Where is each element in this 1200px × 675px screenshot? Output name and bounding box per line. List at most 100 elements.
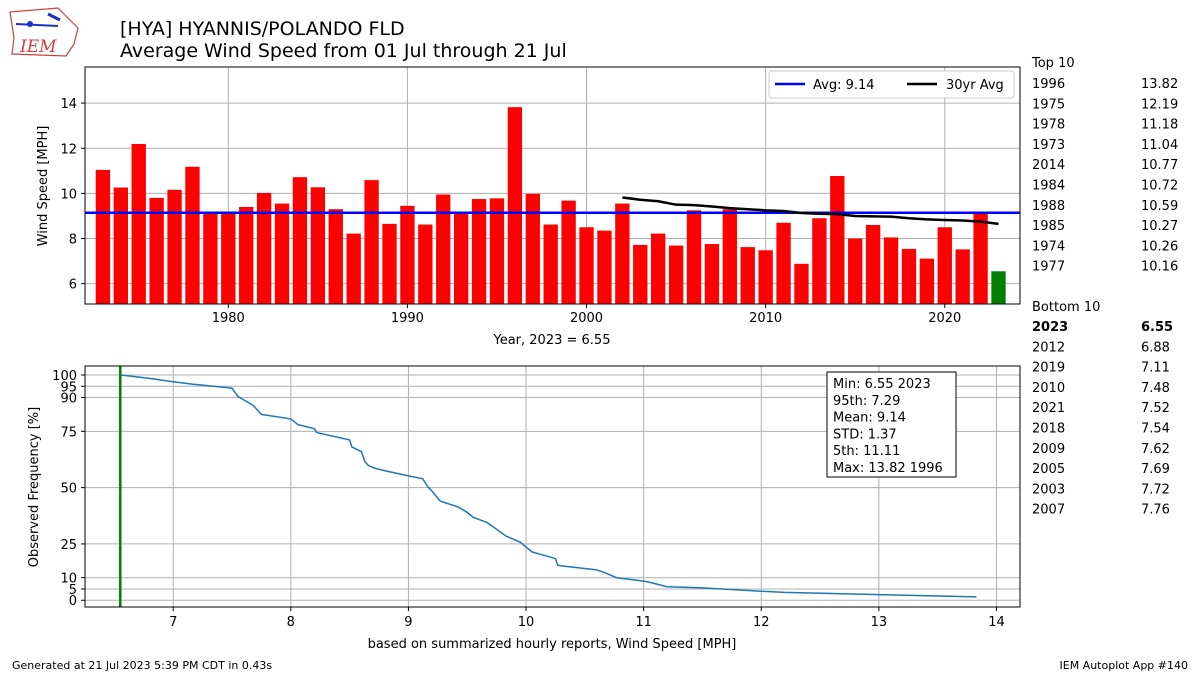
statistics-frame <box>826 371 957 478</box>
bar-1977 <box>167 189 182 304</box>
bottom-x-tick-label: 10 <box>518 615 535 630</box>
rank-year: 2005 <box>1032 462 1065 477</box>
footer-app: IEM Autoplot App #140 <box>1060 659 1189 672</box>
rank-value: 7.11 <box>1141 361 1170 376</box>
bar-1991 <box>418 224 433 304</box>
rank-year: 1974 <box>1032 239 1065 254</box>
bar-2001 <box>597 230 612 304</box>
top-y-tick-label: 8 <box>69 233 77 248</box>
footer-generated: Generated at 21 Jul 2023 5:39 PM CDT in … <box>12 659 272 672</box>
legend: Avg: 9.14 30yr Avg <box>768 70 1015 99</box>
bottom-y-axis-label: Observed Frequency [%] <box>27 407 42 567</box>
bar-2006 <box>686 210 702 304</box>
bar-2002 <box>615 203 630 304</box>
rank-value: 7.52 <box>1141 401 1170 416</box>
rank-value: 10.26 <box>1141 239 1178 254</box>
bar-1989 <box>382 223 397 304</box>
bottom-x-tick-label: 7 <box>169 615 177 630</box>
statistic-line: Max: 13.82 1996 <box>833 461 943 476</box>
rank-value: 10.27 <box>1141 219 1178 234</box>
rank-year: 2019 <box>1032 361 1065 376</box>
rank-value: 11.04 <box>1141 138 1178 153</box>
top-x-axis-label: Year, 2023 = 6.55 <box>493 333 611 348</box>
bottom-x-tick-label: 14 <box>988 615 1005 630</box>
logo-text: IEM <box>19 37 57 57</box>
top-plot-frame <box>84 66 1021 305</box>
statistic-line: STD: 1.37 <box>833 427 897 442</box>
bar-2015 <box>848 238 863 304</box>
bar-1996 <box>507 107 523 304</box>
rank-year: 2012 <box>1032 340 1065 355</box>
bar-chart-panel: 1980 1990 2000 2010 2020 6 8 10 12 14 Avg: 9.14 3… <box>36 66 1021 348</box>
bar-2003 <box>633 244 648 304</box>
top-x-tick-label: 1990 <box>391 311 424 326</box>
rank-year: 2021 <box>1032 401 1065 416</box>
top-y-tick-label: 12 <box>60 142 77 157</box>
bar-1982 <box>256 192 272 304</box>
bar-2007 <box>704 243 720 304</box>
rank-value: 13.82 <box>1141 77 1178 92</box>
bar-2019 <box>919 258 935 304</box>
bar-2018 <box>901 248 917 304</box>
rank-value: 6.55 <box>1141 320 1173 335</box>
bottom-y-tick-label: 75 <box>60 425 77 440</box>
rank-year: 1973 <box>1032 138 1065 153</box>
rank-year: 2023 <box>1032 320 1068 335</box>
bottom-y-tick-label: 10 <box>60 572 77 587</box>
bar-2016 <box>865 225 881 304</box>
ranking-table: Top 10 1996 13.82 1975 12.19 1978 11.18 1973 11… <box>1031 56 1178 518</box>
top-y-axis-label: Wind Speed [MPH] <box>36 126 51 247</box>
bar-1990 <box>400 205 415 304</box>
rank-value: 7.72 <box>1141 482 1170 497</box>
top-x-tick-label: 2020 <box>928 311 961 326</box>
bar-1999 <box>561 200 576 304</box>
rank-value: 7.69 <box>1141 462 1170 477</box>
top-x-tick-label: 2010 <box>749 311 782 326</box>
bottom-y-tick-label: 5 <box>69 583 77 598</box>
bar-1987 <box>346 233 361 304</box>
rank-year: 2010 <box>1032 381 1065 396</box>
bar-2011 <box>776 222 791 304</box>
rank-year: 2018 <box>1032 422 1065 437</box>
bar-1988 <box>364 180 379 304</box>
bar-1998 <box>543 224 558 304</box>
top-x-tick-label: 1980 <box>212 311 245 326</box>
bar-1979 <box>203 212 218 304</box>
rank-year: 2014 <box>1032 158 1065 173</box>
rank-value: 6.88 <box>1141 340 1170 355</box>
bar-1973 <box>95 169 111 304</box>
rank-year: 1996 <box>1032 77 1065 92</box>
bottom-y-tick-label: 90 <box>60 392 77 407</box>
bar-1986 <box>328 209 343 304</box>
bar-2009 <box>740 247 755 304</box>
bar-1995 <box>489 198 505 304</box>
top10-list: 1996 13.82 1975 12.19 1978 11.18 1973 11.04 2014… <box>1032 77 1178 275</box>
bar-2021 <box>955 249 970 304</box>
rank-value: 12.19 <box>1141 97 1178 112</box>
bottom-x-tick-label: 8 <box>287 615 295 630</box>
bottom-y-tick-label: 100 <box>52 369 77 384</box>
bar-1981 <box>239 206 254 304</box>
bar-2012 <box>794 263 809 304</box>
bar-2022 <box>973 213 988 304</box>
bar-2013 <box>812 218 827 304</box>
rank-year: 1977 <box>1032 260 1065 275</box>
iem-logo: IEM <box>9 7 79 57</box>
rank-year: 1975 <box>1032 97 1065 112</box>
legend-label-avg: Avg: 9.14 <box>813 78 875 93</box>
bar-2020 <box>937 227 952 304</box>
bar-2010 <box>758 250 773 304</box>
rank-year: 2009 <box>1032 442 1065 457</box>
rank-year: 1984 <box>1032 179 1065 194</box>
bottom-y-tick-label: 95 <box>60 380 77 395</box>
bar-1974 <box>113 187 128 304</box>
bar-1993 <box>453 212 469 304</box>
bar-1985 <box>310 187 326 304</box>
bar-2000 <box>579 227 594 304</box>
rank-value: 7.76 <box>1141 503 1170 518</box>
bar-series <box>95 107 1006 304</box>
rank-year: 1985 <box>1032 219 1065 234</box>
